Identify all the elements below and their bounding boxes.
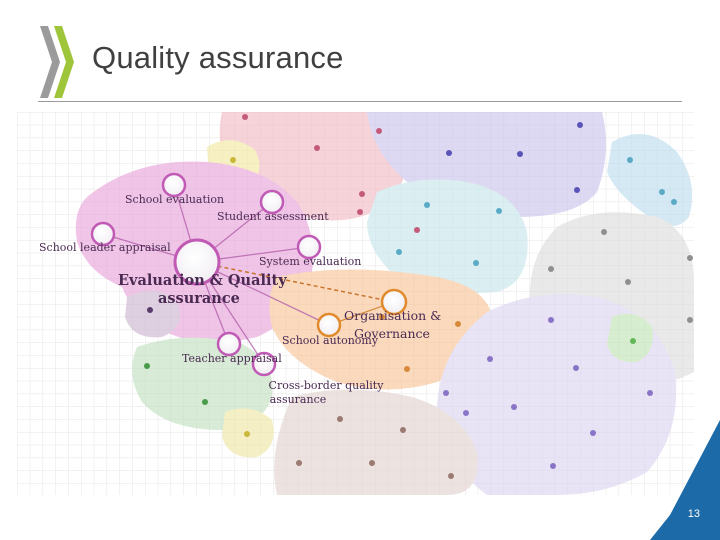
slide-title: Quality assurance: [92, 40, 344, 75]
node-school-autonomy[interactable]: [316, 312, 342, 338]
logo-chevrons-icon: [40, 26, 74, 98]
label-school-autonomy: School autonomy: [282, 334, 379, 347]
node-school-evaluation[interactable]: [161, 172, 187, 198]
topic-map-canvas: School evaluation Student assessment Sch…: [17, 112, 694, 495]
node-organisation-governance[interactable]: [380, 288, 408, 316]
topic-map: School evaluation Student assessment Sch…: [17, 112, 694, 495]
cluster-orange: [269, 269, 492, 390]
label-school-evaluation: School evaluation: [125, 193, 224, 206]
cluster-blue-right: [607, 134, 693, 226]
node-teacher-appraisal[interactable]: [216, 331, 242, 357]
node-school-leader-appraisal[interactable]: [90, 221, 116, 247]
label-student-assessment: Student assessment: [217, 210, 329, 223]
cluster-blue-mid: [367, 179, 528, 293]
cluster-mauve-left: [125, 290, 180, 338]
label-system-evaluation: System evaluation: [259, 255, 361, 268]
cluster-taupe-bottom: [274, 389, 478, 495]
page-number: 13: [687, 508, 700, 520]
cluster-green-small: [607, 313, 653, 363]
cluster-green-left: [132, 337, 273, 430]
corner-accent: [650, 420, 720, 540]
label-school-leader-appraisal: School leader appraisal: [39, 241, 171, 254]
label-hub-line2: assurance: [158, 290, 240, 307]
label-cross-border-line2: assurance: [270, 393, 327, 406]
scatter-dots: [144, 114, 693, 479]
node-hub[interactable]: [173, 238, 221, 286]
hub-to-governance-link: [196, 261, 395, 303]
label-cross-border-line1: Cross-border quality: [269, 379, 385, 392]
label-hub-line1: Evaluation & Quality: [118, 272, 287, 289]
node-system-evaluation[interactable]: [296, 234, 322, 260]
title-divider: [38, 101, 682, 102]
label-organisation-line2: Governance: [354, 326, 430, 341]
cluster-regions: [75, 112, 694, 495]
node-cross-border[interactable]: [251, 351, 277, 377]
label-organisation-line1: Organisation &: [344, 308, 441, 323]
node-student-assessment[interactable]: [259, 189, 285, 215]
label-teacher-appraisal: Teacher appraisal: [182, 352, 282, 365]
